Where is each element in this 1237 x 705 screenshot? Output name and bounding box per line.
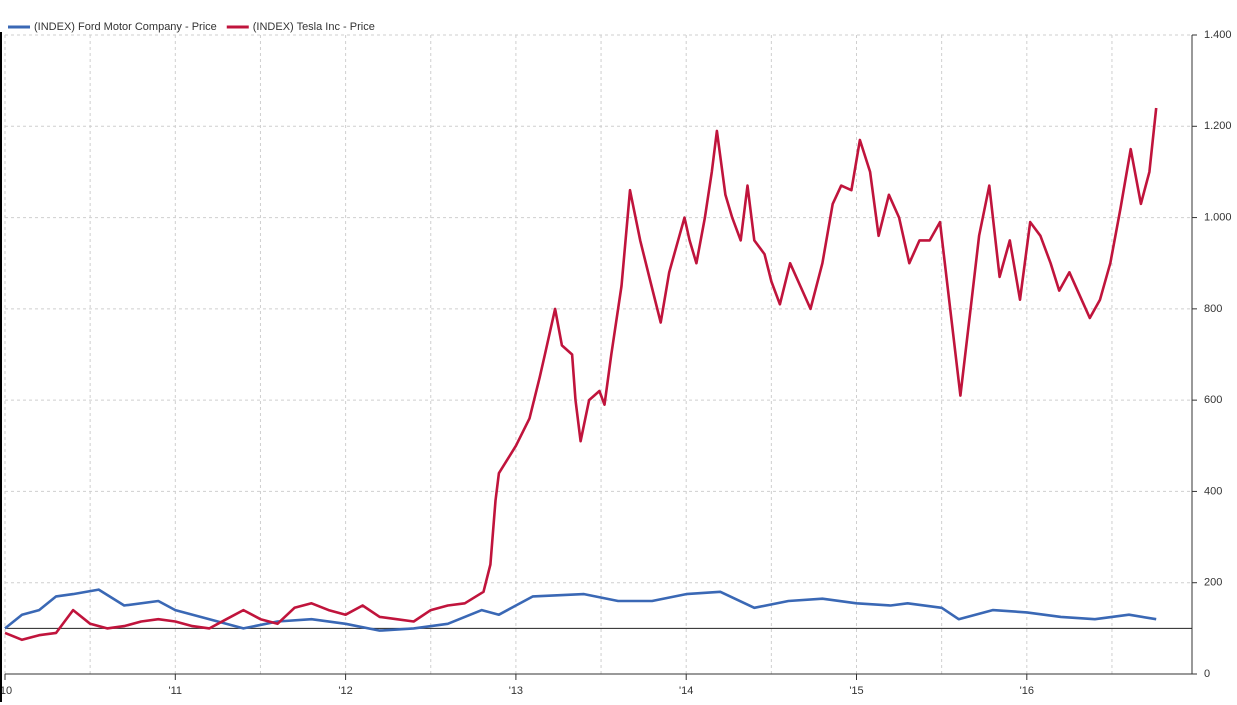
y-tick-label: 400 bbox=[1204, 485, 1222, 497]
y-tick-label: 800 bbox=[1204, 303, 1222, 315]
x-tick-label: '11 bbox=[169, 685, 183, 697]
legend-label: (INDEX) Ford Motor Company - Price bbox=[34, 21, 217, 33]
y-tick-label: 600 bbox=[1204, 394, 1222, 406]
x-tick-label: '16 bbox=[1020, 685, 1034, 697]
y-tick-label: 1.400 bbox=[1204, 29, 1232, 41]
plot-area bbox=[5, 35, 1192, 674]
y-tick-label: 1.200 bbox=[1204, 120, 1232, 132]
y-tick-label: 200 bbox=[1204, 577, 1222, 589]
legend-label: (INDEX) Tesla Inc - Price bbox=[253, 21, 375, 33]
x-tick-label: '15 bbox=[849, 685, 863, 697]
x-tick-label: '14 bbox=[679, 685, 693, 697]
y-tick-label: 1.000 bbox=[1204, 211, 1232, 223]
x-tick-label: '13 bbox=[509, 685, 523, 697]
x-tick-label: '10 bbox=[0, 685, 12, 697]
x-tick-label: '12 bbox=[338, 685, 352, 697]
y-tick-label: 0 bbox=[1204, 668, 1210, 680]
series-line bbox=[4, 107, 1158, 642]
series-line bbox=[4, 588, 1157, 632]
